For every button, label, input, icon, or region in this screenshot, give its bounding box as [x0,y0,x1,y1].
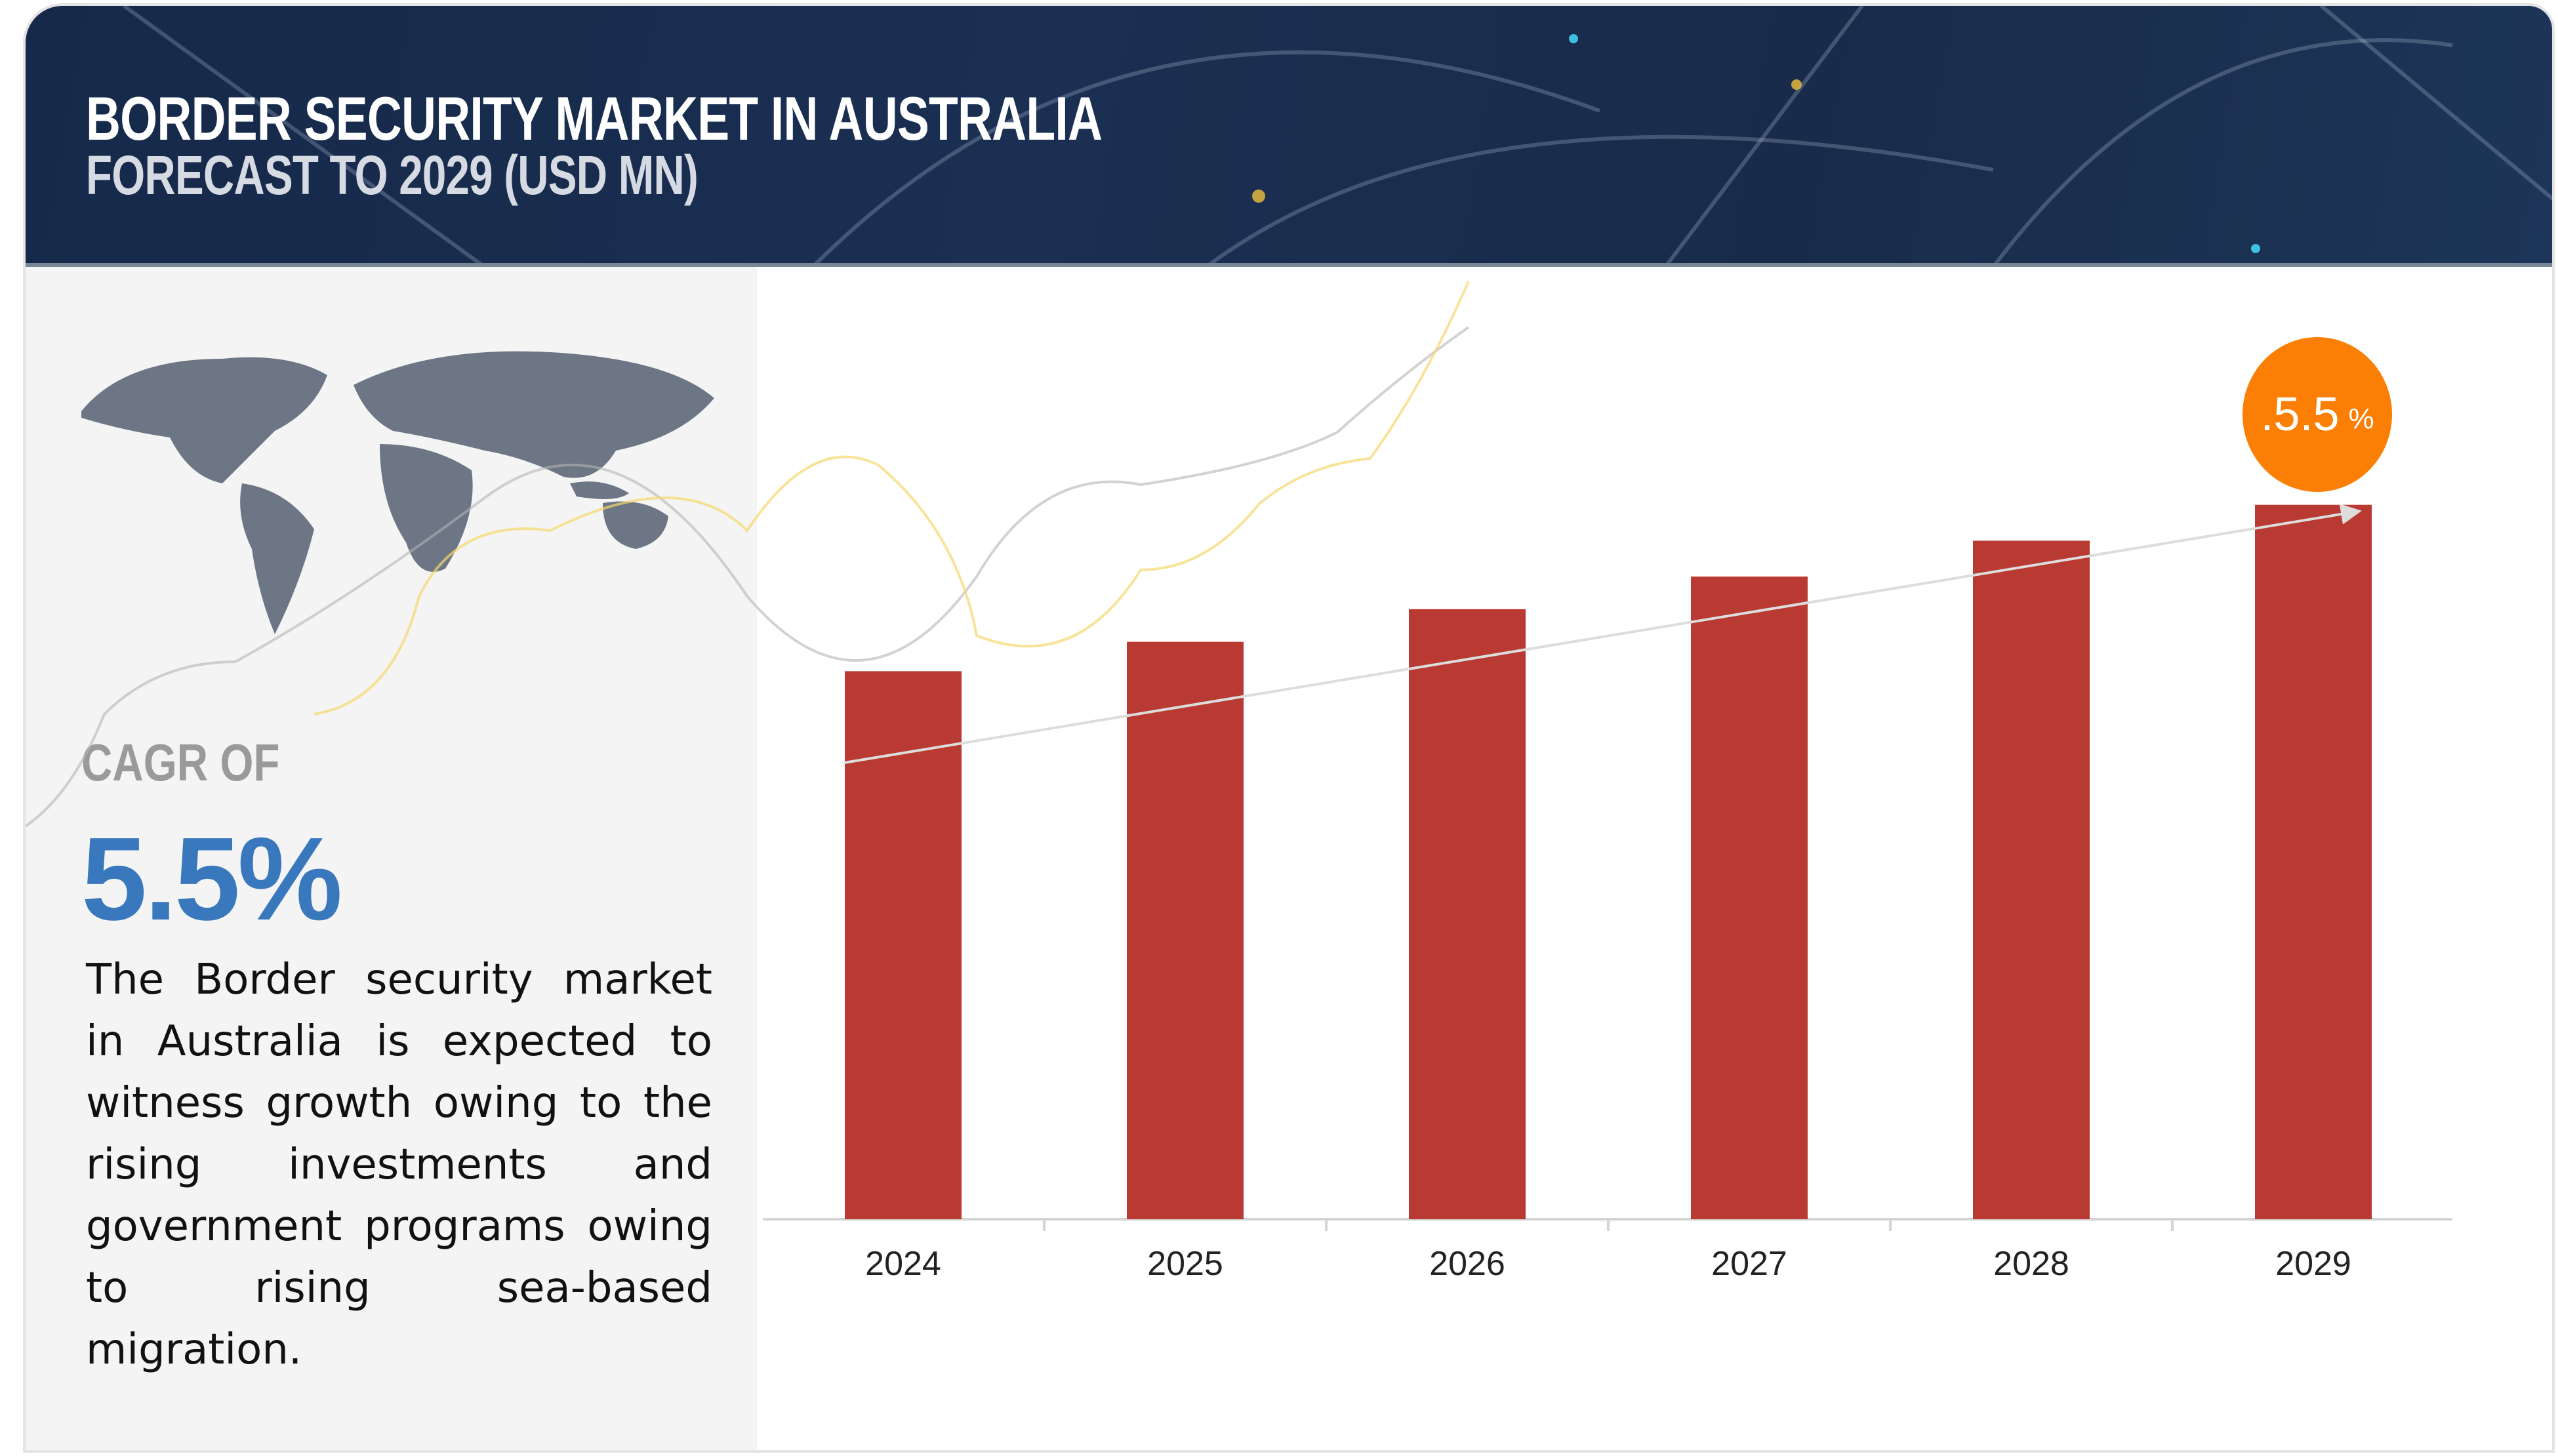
infographic-card: BORDER SECURITY MARKET IN AUSTRALIA FORE… [23,3,2555,1453]
cagr-value: 5.5% [81,813,342,945]
x-tick-label: 2024 [865,1245,941,1283]
bar-2025 [1127,641,1244,1219]
x-tick-label: 2025 [1147,1245,1223,1283]
badge-unit: % [2348,403,2374,435]
page-title: BORDER SECURITY MARKET IN AUSTRALIA [86,84,1103,153]
bar-2029 [2255,504,2372,1219]
bar-2024 [845,671,962,1219]
cagr-label: CAGR OF [81,733,280,792]
market-description: The Border security market in Australia … [86,956,712,1374]
cagr-badge: .5.5% [2243,337,2392,492]
header-background-lines [123,6,2552,263]
trend-arrow [843,504,2362,764]
bar-2027 [1691,576,1808,1219]
decorative-curves [26,281,1470,828]
page-subtitle: FORECAST TO 2029 (USD MN) [86,144,699,206]
x-tick-label: 2026 [1429,1245,1505,1283]
x-tick-label: 2029 [2275,1245,2351,1283]
header-banner: BORDER SECURITY MARKET IN AUSTRALIA FORE… [26,6,2552,267]
bar-2028 [1973,540,2090,1220]
summary-panel: CAGR OF 5.5% The Border security market … [26,267,757,1450]
world-map-icon [81,351,714,634]
badge-value: .5.5 [2260,388,2340,441]
bar-2026 [1409,609,1526,1219]
x-tick-label: 2027 [1711,1245,1787,1283]
x-tick-label: 2028 [1993,1245,2069,1283]
bar-chart: 2024 2025 2026 2027 2028 2029 [26,281,2452,1283]
